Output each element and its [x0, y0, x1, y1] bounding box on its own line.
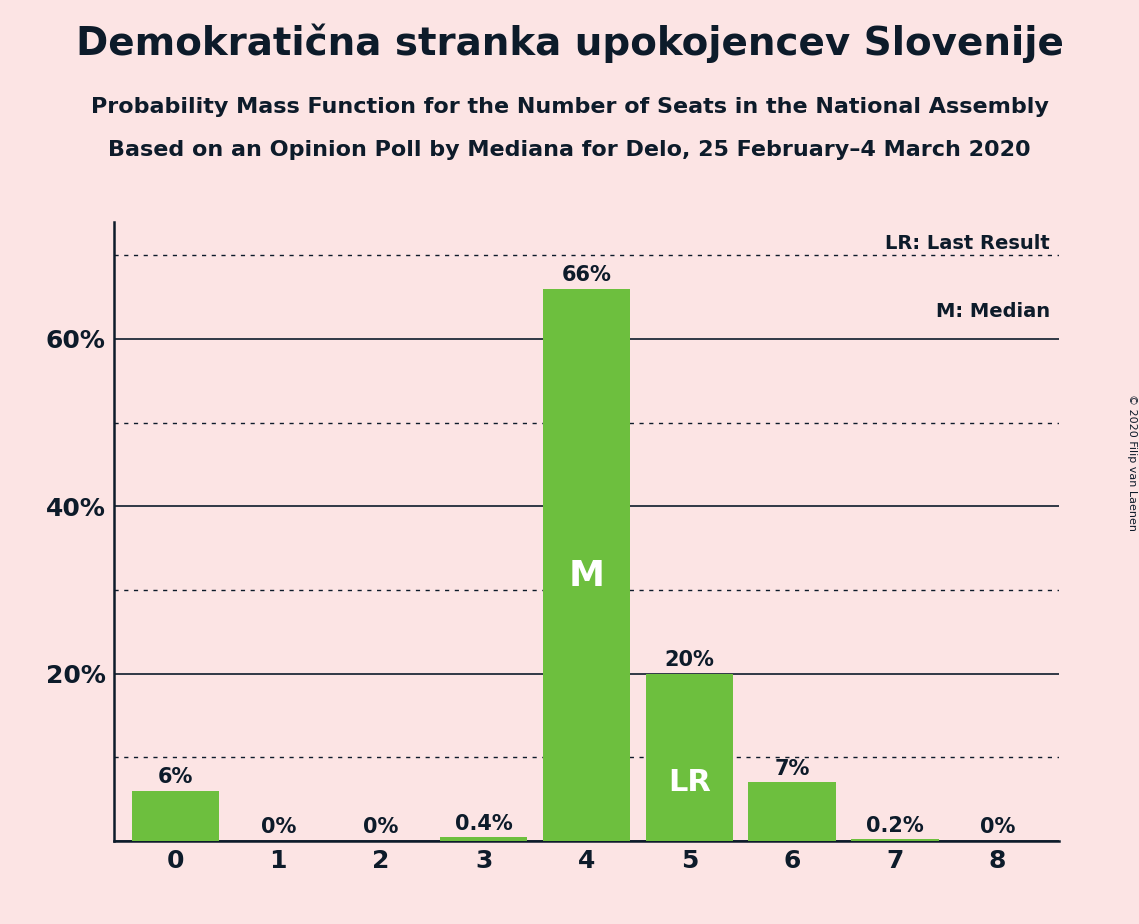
Bar: [543, 288, 630, 841]
Text: 0%: 0%: [261, 818, 296, 837]
Text: 0.4%: 0.4%: [454, 814, 513, 834]
Bar: [646, 674, 734, 841]
Text: 0.2%: 0.2%: [866, 816, 924, 836]
Bar: [851, 839, 939, 841]
Text: LR: Last Result: LR: Last Result: [885, 234, 1050, 253]
Text: 20%: 20%: [664, 650, 714, 670]
Text: 0%: 0%: [980, 818, 1015, 837]
Bar: [132, 791, 219, 841]
Text: M: M: [568, 559, 605, 593]
Text: 66%: 66%: [562, 265, 612, 286]
Text: Probability Mass Function for the Number of Seats in the National Assembly: Probability Mass Function for the Number…: [91, 97, 1048, 117]
Text: 0%: 0%: [363, 818, 399, 837]
Text: 6%: 6%: [158, 767, 194, 787]
Text: © 2020 Filip van Laenen: © 2020 Filip van Laenen: [1126, 394, 1137, 530]
Text: LR: LR: [667, 768, 711, 796]
Text: Based on an Opinion Poll by Mediana for Delo, 25 February–4 March 2020: Based on an Opinion Poll by Mediana for …: [108, 140, 1031, 161]
Text: 7%: 7%: [775, 759, 810, 779]
Text: Demokratična stranka upokojencev Slovenije: Demokratična stranka upokojencev Sloveni…: [75, 23, 1064, 63]
Text: M: Median: M: Median: [936, 302, 1050, 322]
Bar: [748, 783, 836, 841]
Bar: [440, 837, 527, 841]
